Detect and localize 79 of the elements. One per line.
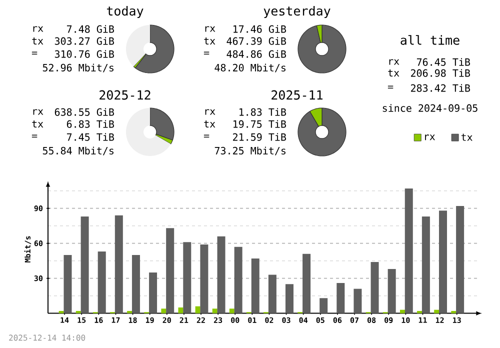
text: tx xyxy=(388,69,400,77)
bar xyxy=(76,310,81,314)
text: 638.55 GiB xyxy=(54,108,114,116)
bar xyxy=(114,215,123,314)
bar xyxy=(127,310,132,314)
bar xyxy=(439,210,447,314)
text: = xyxy=(388,86,394,89)
text: 19.75 TiB xyxy=(233,120,286,128)
text: 2025-12-14 14:00 xyxy=(9,334,86,341)
text: 48.20 Mbit/s xyxy=(214,64,286,72)
text: 52.96 Mbit/s xyxy=(42,64,114,72)
bar xyxy=(178,307,184,314)
text: tx xyxy=(204,120,216,128)
bar xyxy=(166,228,174,314)
text: rx xyxy=(33,109,44,115)
bar xyxy=(451,310,456,314)
text: = xyxy=(204,134,210,138)
bar xyxy=(336,282,345,314)
bar xyxy=(217,236,226,314)
legend-label: tx xyxy=(461,134,472,141)
bar xyxy=(149,272,158,314)
text: tx xyxy=(32,120,44,128)
bar xyxy=(422,216,430,314)
text: 55.84 Mbit/s xyxy=(42,146,114,156)
bar xyxy=(183,242,192,314)
bar xyxy=(200,244,208,314)
text: 484.86 GiB xyxy=(226,50,286,58)
bar xyxy=(456,206,464,314)
bar xyxy=(80,216,89,314)
bar xyxy=(388,268,396,314)
bar xyxy=(268,274,276,314)
bar xyxy=(195,306,200,314)
bar xyxy=(64,254,72,314)
bar xyxy=(370,262,379,314)
bar xyxy=(251,258,260,314)
text: rx xyxy=(205,26,216,32)
bar xyxy=(161,308,166,314)
text: tx xyxy=(204,37,216,45)
bar xyxy=(354,288,362,314)
bar xyxy=(434,310,440,314)
text: 303.27 GiB xyxy=(54,37,114,45)
text: 310.76 GiB xyxy=(54,50,114,58)
bar xyxy=(417,310,422,314)
text: since 2024-09-05 xyxy=(382,104,478,112)
text: 283.42 TiB xyxy=(411,84,470,92)
text: 7.45 TiB xyxy=(66,133,114,141)
text: rx xyxy=(33,26,44,32)
bar xyxy=(320,298,328,314)
chart-title: 2025-11 xyxy=(272,90,322,100)
text: = xyxy=(204,52,210,55)
text: rx xyxy=(389,59,400,65)
text: 206.98 TiB xyxy=(411,69,470,77)
text: rx xyxy=(205,109,216,115)
bar xyxy=(132,254,140,314)
text: 467.39 GiB xyxy=(226,37,286,45)
text: 7.48 GiB xyxy=(66,25,114,33)
bar xyxy=(98,251,106,314)
text: 73.25 Mbit/s xyxy=(214,146,286,156)
bar xyxy=(229,308,234,314)
chart-title: today xyxy=(106,6,144,18)
text: 1.83 TiB xyxy=(240,108,286,116)
text: = xyxy=(32,52,38,55)
text: 17.46 GiB xyxy=(233,25,286,33)
bar xyxy=(212,308,218,314)
bar xyxy=(404,188,413,314)
bar xyxy=(400,310,405,314)
text: = xyxy=(32,134,38,138)
bar xyxy=(234,246,242,314)
text: tx xyxy=(32,37,44,45)
text: 76.45 TiB xyxy=(416,58,470,66)
bar xyxy=(58,310,64,314)
text: 21.59 TiB xyxy=(233,133,286,141)
text: all time xyxy=(400,35,460,45)
chart-title: yesterday xyxy=(264,6,330,18)
bar xyxy=(302,254,311,314)
legend-label: rx xyxy=(425,134,435,140)
text: 6.83 TiB xyxy=(66,120,114,128)
chart-title: 2025-12 xyxy=(100,90,150,100)
bar xyxy=(285,284,294,314)
